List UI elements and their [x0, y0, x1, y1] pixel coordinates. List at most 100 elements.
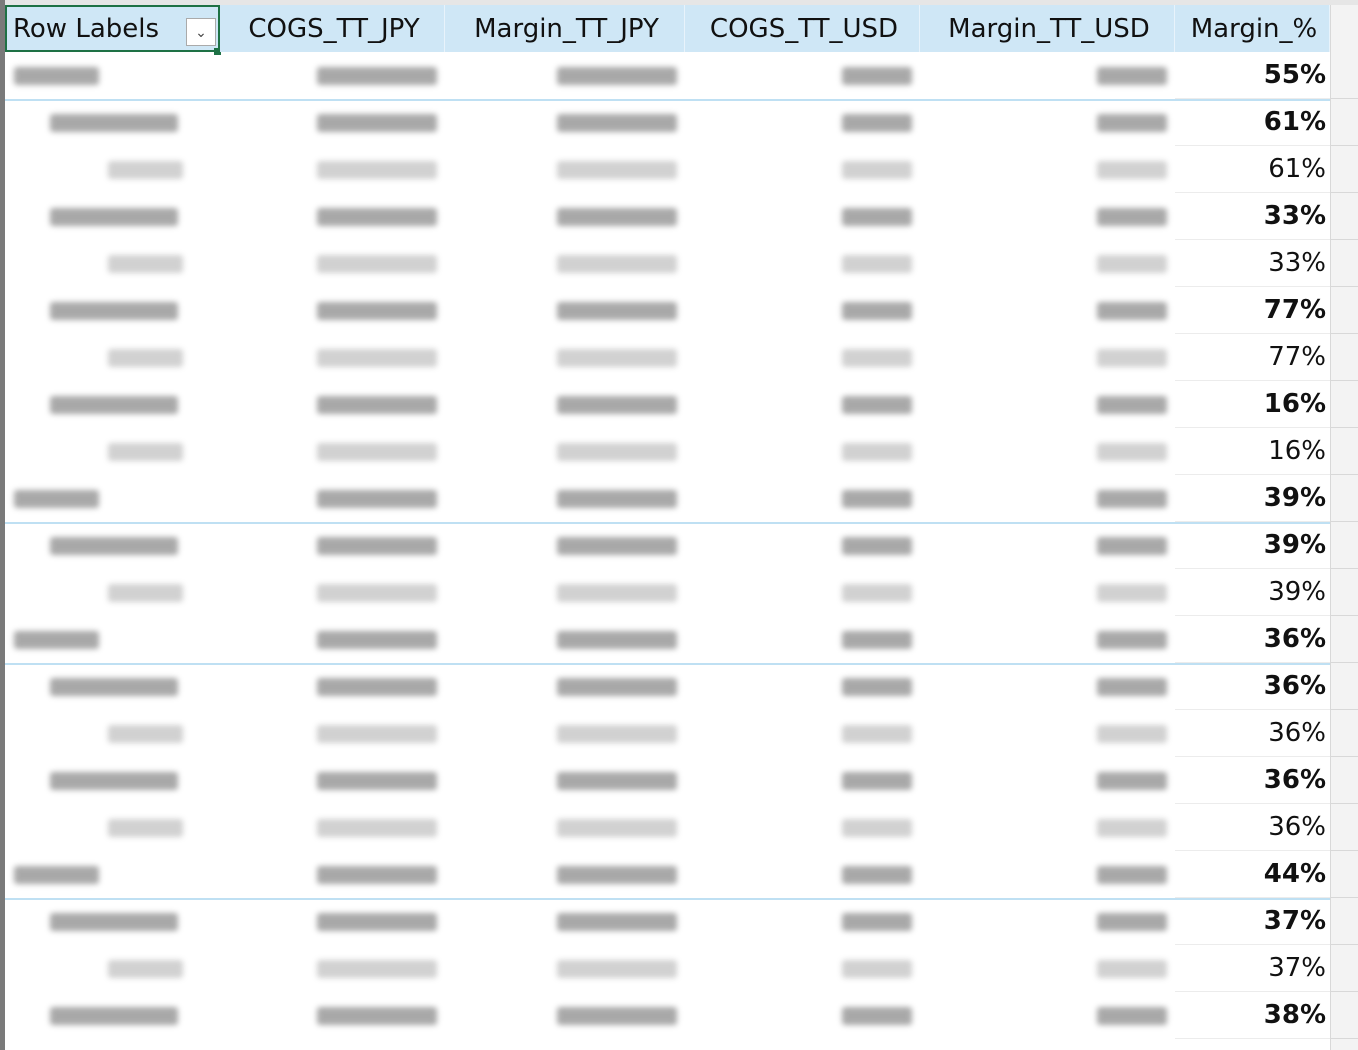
row-line — [1330, 615, 1358, 616]
blurred-value — [842, 161, 912, 179]
margin-cell: 33% — [1175, 240, 1330, 287]
row-line — [1330, 192, 1358, 193]
row-line — [1330, 803, 1358, 804]
filter-button[interactable]: ⌄ — [186, 18, 216, 46]
row-line — [1330, 427, 1358, 428]
blurred-label — [14, 631, 99, 649]
row-line — [1330, 850, 1358, 851]
row-line — [1330, 662, 1358, 663]
blurred-value — [842, 866, 912, 884]
blurred-label — [50, 913, 178, 931]
column-header: COGS_TT_JPY — [220, 5, 445, 52]
blurred-value — [1097, 349, 1167, 367]
blurred-value — [842, 490, 912, 508]
row-line — [1330, 474, 1358, 475]
group-separator — [5, 522, 1330, 524]
blurred-label — [108, 255, 183, 273]
group-separator — [5, 898, 1330, 900]
row-line — [1330, 991, 1358, 992]
margin-cell: 61% — [1175, 146, 1330, 193]
blurred-value — [1097, 67, 1167, 85]
blurred-value — [557, 1007, 677, 1025]
blurred-value — [557, 302, 677, 320]
blurred-value — [557, 584, 677, 602]
blurred-value — [842, 772, 912, 790]
blurred-value — [1097, 396, 1167, 414]
blurred-value — [1097, 913, 1167, 931]
blurred-value — [317, 161, 437, 179]
blurred-label — [108, 725, 183, 743]
blurred-label — [108, 161, 183, 179]
group-separator — [5, 663, 1330, 665]
blurred-value — [1097, 819, 1167, 837]
row-line — [1330, 286, 1358, 287]
sheet-edge — [0, 0, 1358, 5]
column-header: Margin_TT_USD — [920, 5, 1175, 52]
blurred-value — [1097, 725, 1167, 743]
blurred-value — [1097, 443, 1167, 461]
blurred-value — [317, 819, 437, 837]
margin-cell: 36% — [1175, 663, 1330, 710]
blurred-value — [557, 443, 677, 461]
blurred-value — [842, 678, 912, 696]
blurred-label — [14, 490, 99, 508]
margin-cell: 44% — [1175, 851, 1330, 898]
blurred-value — [317, 396, 437, 414]
blurred-value — [557, 819, 677, 837]
blurred-label — [50, 208, 178, 226]
blurred-value — [557, 960, 677, 978]
margin-cell: 16% — [1175, 428, 1330, 475]
blurred-value — [557, 913, 677, 931]
blurred-value — [317, 772, 437, 790]
blurred-value — [557, 67, 677, 85]
blurred-value — [317, 960, 437, 978]
margin-cell: 36% — [1175, 757, 1330, 804]
blurred-value — [1097, 537, 1167, 555]
blurred-label — [50, 537, 178, 555]
blurred-value — [842, 114, 912, 132]
blurred-value — [842, 819, 912, 837]
column-header[interactable]: Row Labels — [5, 5, 220, 52]
blurred-value — [557, 396, 677, 414]
margin-cell: 36% — [1175, 710, 1330, 757]
blurred-value — [842, 584, 912, 602]
margin-cell: 55% — [1175, 52, 1330, 99]
blurred-value — [1097, 490, 1167, 508]
blurred-label — [108, 819, 183, 837]
blurred-value — [557, 866, 677, 884]
blurred-value — [557, 678, 677, 696]
blurred-value — [842, 67, 912, 85]
blurred-label — [50, 772, 178, 790]
blurred-value — [842, 1007, 912, 1025]
blurred-label — [108, 349, 183, 367]
margin-cell: 39% — [1175, 475, 1330, 522]
blurred-label — [50, 396, 178, 414]
blurred-value — [842, 396, 912, 414]
blurred-value — [317, 255, 437, 273]
row-line — [1330, 944, 1358, 945]
row-line — [1330, 380, 1358, 381]
column-header: COGS_TT_USD — [685, 5, 920, 52]
blurred-label — [108, 443, 183, 461]
blurred-value — [557, 114, 677, 132]
empty-column — [1330, 5, 1358, 1050]
margin-cell: 39% — [1175, 569, 1330, 616]
blurred-value — [557, 208, 677, 226]
blurred-value — [317, 67, 437, 85]
blurred-value — [842, 349, 912, 367]
row-line — [1330, 239, 1358, 240]
blurred-value — [557, 255, 677, 273]
selection-handle — [214, 48, 221, 55]
blurred-value — [842, 631, 912, 649]
blurred-value — [1097, 255, 1167, 273]
blurred-label — [108, 584, 183, 602]
blurred-value — [317, 678, 437, 696]
margin-cell: 16% — [1175, 381, 1330, 428]
blurred-value — [317, 114, 437, 132]
blurred-value — [557, 161, 677, 179]
margin-cell: 37% — [1175, 898, 1330, 945]
column-header: Margin_TT_JPY — [445, 5, 685, 52]
blurred-value — [557, 537, 677, 555]
blurred-value — [317, 866, 437, 884]
blurred-value — [317, 443, 437, 461]
